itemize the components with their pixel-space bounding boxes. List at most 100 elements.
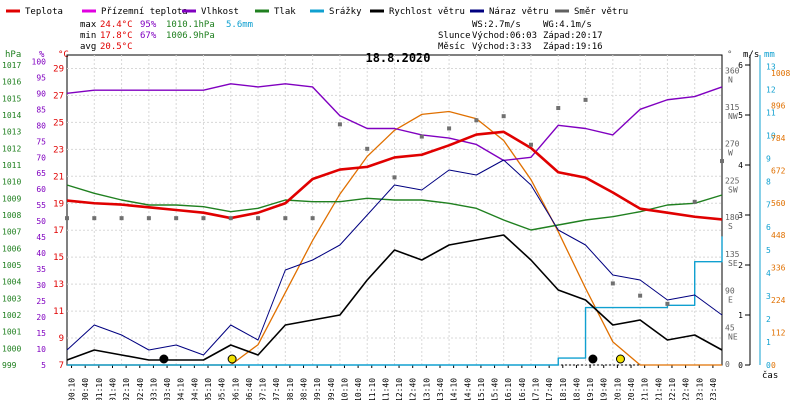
tick-temp: 13 <box>53 280 64 290</box>
stat-ws: WS:2.7m/s <box>472 20 521 30</box>
tick-temp: 21 <box>53 172 64 182</box>
tick-pressure: 1002 <box>2 311 21 320</box>
tick-time: 12:10 <box>395 378 404 400</box>
tick-direction: 270 <box>725 140 740 149</box>
tick-temp: 7 <box>59 361 64 371</box>
tick-wind-ms: 0 <box>738 361 743 370</box>
tick-pressure: 999 <box>2 361 17 370</box>
tick-time: 04:40 <box>190 378 199 400</box>
tick-time: 23:10 <box>695 378 704 400</box>
tick-rain-mm: 2 <box>766 315 771 324</box>
stat-min-label: min <box>80 31 96 41</box>
tick-pressure: 1007 <box>2 228 21 237</box>
tick-time: 02:40 <box>136 378 145 400</box>
tick-solar: 112 <box>771 329 786 338</box>
axes: 2927252321191715131197101710161015101410… <box>2 55 790 400</box>
axis-unit-degc: °C <box>58 50 69 60</box>
tick-direction: 135 <box>725 250 740 259</box>
wind-direction-point <box>720 159 724 164</box>
tick-temp: 19 <box>53 199 64 209</box>
stat-max-temp: 24.4°C <box>100 20 133 30</box>
wind-direction-point <box>365 146 370 151</box>
axis-unit-hpa: hPa <box>5 50 21 60</box>
wind-direction-point <box>310 216 315 221</box>
stat-moonset: Západ:19:16 <box>543 42 603 52</box>
axis-unit-pct: % <box>39 50 45 60</box>
tick-time: 01:10 <box>95 378 104 400</box>
tick-wind-ms: 4 <box>738 161 743 170</box>
tick-direction-letter: SW <box>728 185 738 194</box>
stat-sun-label: Slunce <box>438 31 471 41</box>
x-axis-label: čas <box>762 370 778 381</box>
wind-direction-point <box>119 216 124 221</box>
tick-time: 10:10 <box>340 378 349 400</box>
tick-time: 03:40 <box>163 378 172 400</box>
tick-time: 08:40 <box>300 378 309 400</box>
sunset-marker <box>615 354 625 364</box>
tick-time: 11:40 <box>381 378 390 400</box>
tick-time: 11:10 <box>368 378 377 400</box>
wind-direction-point <box>501 114 506 119</box>
stat-avg-temp: 20.5°C <box>100 42 133 52</box>
tick-time: 10:40 <box>354 378 363 400</box>
tick-wind-ms: 6 <box>738 61 743 70</box>
stat-sunrise: Východ:06:03 <box>472 31 537 41</box>
tick-time: 23:40 <box>709 378 718 400</box>
tick-time: 06:40 <box>245 378 254 400</box>
legend-wind-direction: Směr větru <box>574 7 628 17</box>
tick-direction-letter: S <box>728 222 733 231</box>
tick-time: 18:10 <box>559 378 568 400</box>
tick-time: 14:40 <box>463 378 472 400</box>
wind-direction-point <box>201 216 206 221</box>
tick-pressure: 1016 <box>2 78 21 87</box>
legend: Teplota Přízemní teplota Vlhkost Tlak Sr… <box>6 7 628 17</box>
tick-time: 13:10 <box>422 378 431 400</box>
tick-humidity: 65 <box>36 169 46 178</box>
tick-solar: 1008 <box>771 69 790 78</box>
tick-wind-ms: 1 <box>738 311 743 320</box>
tick-pressure: 1015 <box>2 94 21 103</box>
tick-time: 07:10 <box>259 378 268 400</box>
tick-temp: 23 <box>53 145 64 155</box>
tick-humidity: 80 <box>36 121 46 130</box>
tick-temp: 29 <box>53 64 64 74</box>
tick-humidity: 100 <box>32 57 47 66</box>
axis-unit-mm: mm <box>764 50 775 60</box>
series-pressure <box>66 184 723 231</box>
tick-time: 02:10 <box>122 378 131 400</box>
tick-temp: 25 <box>53 118 64 128</box>
tick-direction-letter: E <box>728 296 733 305</box>
wind-direction-point <box>65 216 69 221</box>
tick-pressure: 1014 <box>2 111 21 120</box>
tick-pressure: 1006 <box>2 244 21 253</box>
stat-sunset: Západ:20:17 <box>543 31 603 41</box>
tick-humidity: 5 <box>41 361 46 370</box>
tick-direction: 0 <box>725 360 730 369</box>
tick-direction: 45 <box>725 323 735 332</box>
tick-solar: 672 <box>771 166 786 175</box>
wind-direction-point <box>256 216 261 221</box>
tick-humidity: 90 <box>36 89 46 98</box>
tick-time: 09:40 <box>327 378 336 400</box>
moonset-marker <box>588 354 598 364</box>
tick-rain-mm: 7 <box>766 200 771 209</box>
wind-direction-point <box>528 142 533 147</box>
tick-time: 08:10 <box>286 378 295 400</box>
tick-time: 00:40 <box>81 378 90 400</box>
tick-rain-mm: 3 <box>766 292 771 301</box>
tick-pressure: 1000 <box>2 344 21 353</box>
legend-pressure: Tlak <box>274 7 296 17</box>
tick-pressure: 1013 <box>2 128 21 137</box>
tick-pressure: 1008 <box>2 211 21 220</box>
tick-rain-mm: 5 <box>766 246 771 255</box>
tick-time: 16:10 <box>504 378 513 400</box>
tick-time: 21:10 <box>641 378 650 400</box>
tick-solar: 224 <box>771 296 786 305</box>
tick-humidity: 55 <box>36 201 46 210</box>
tick-pressure: 1011 <box>2 161 21 170</box>
tick-humidity: 35 <box>36 265 46 274</box>
tick-humidity: 10 <box>36 345 46 354</box>
tick-time: 13:40 <box>436 378 445 400</box>
tick-wind-ms: 5 <box>738 111 743 120</box>
